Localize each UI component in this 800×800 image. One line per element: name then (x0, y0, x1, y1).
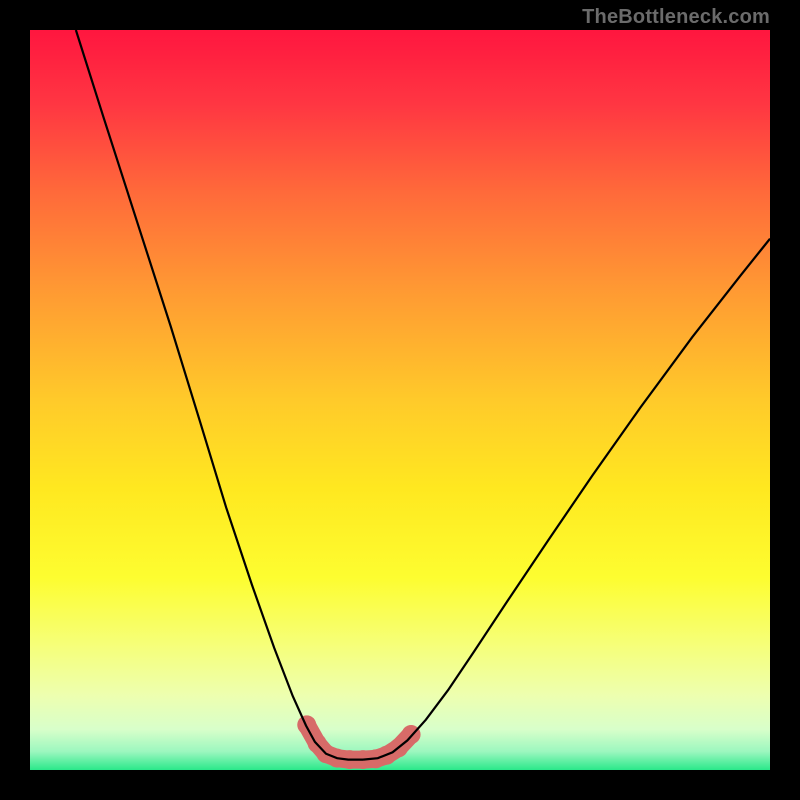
main-curve-right (363, 239, 770, 760)
watermark-text: TheBottleneck.com (582, 6, 770, 29)
curve-layer (30, 30, 770, 770)
main-curve-left (76, 30, 363, 760)
plot-area (30, 30, 770, 770)
chart-frame: TheBottleneck.com (0, 0, 800, 800)
